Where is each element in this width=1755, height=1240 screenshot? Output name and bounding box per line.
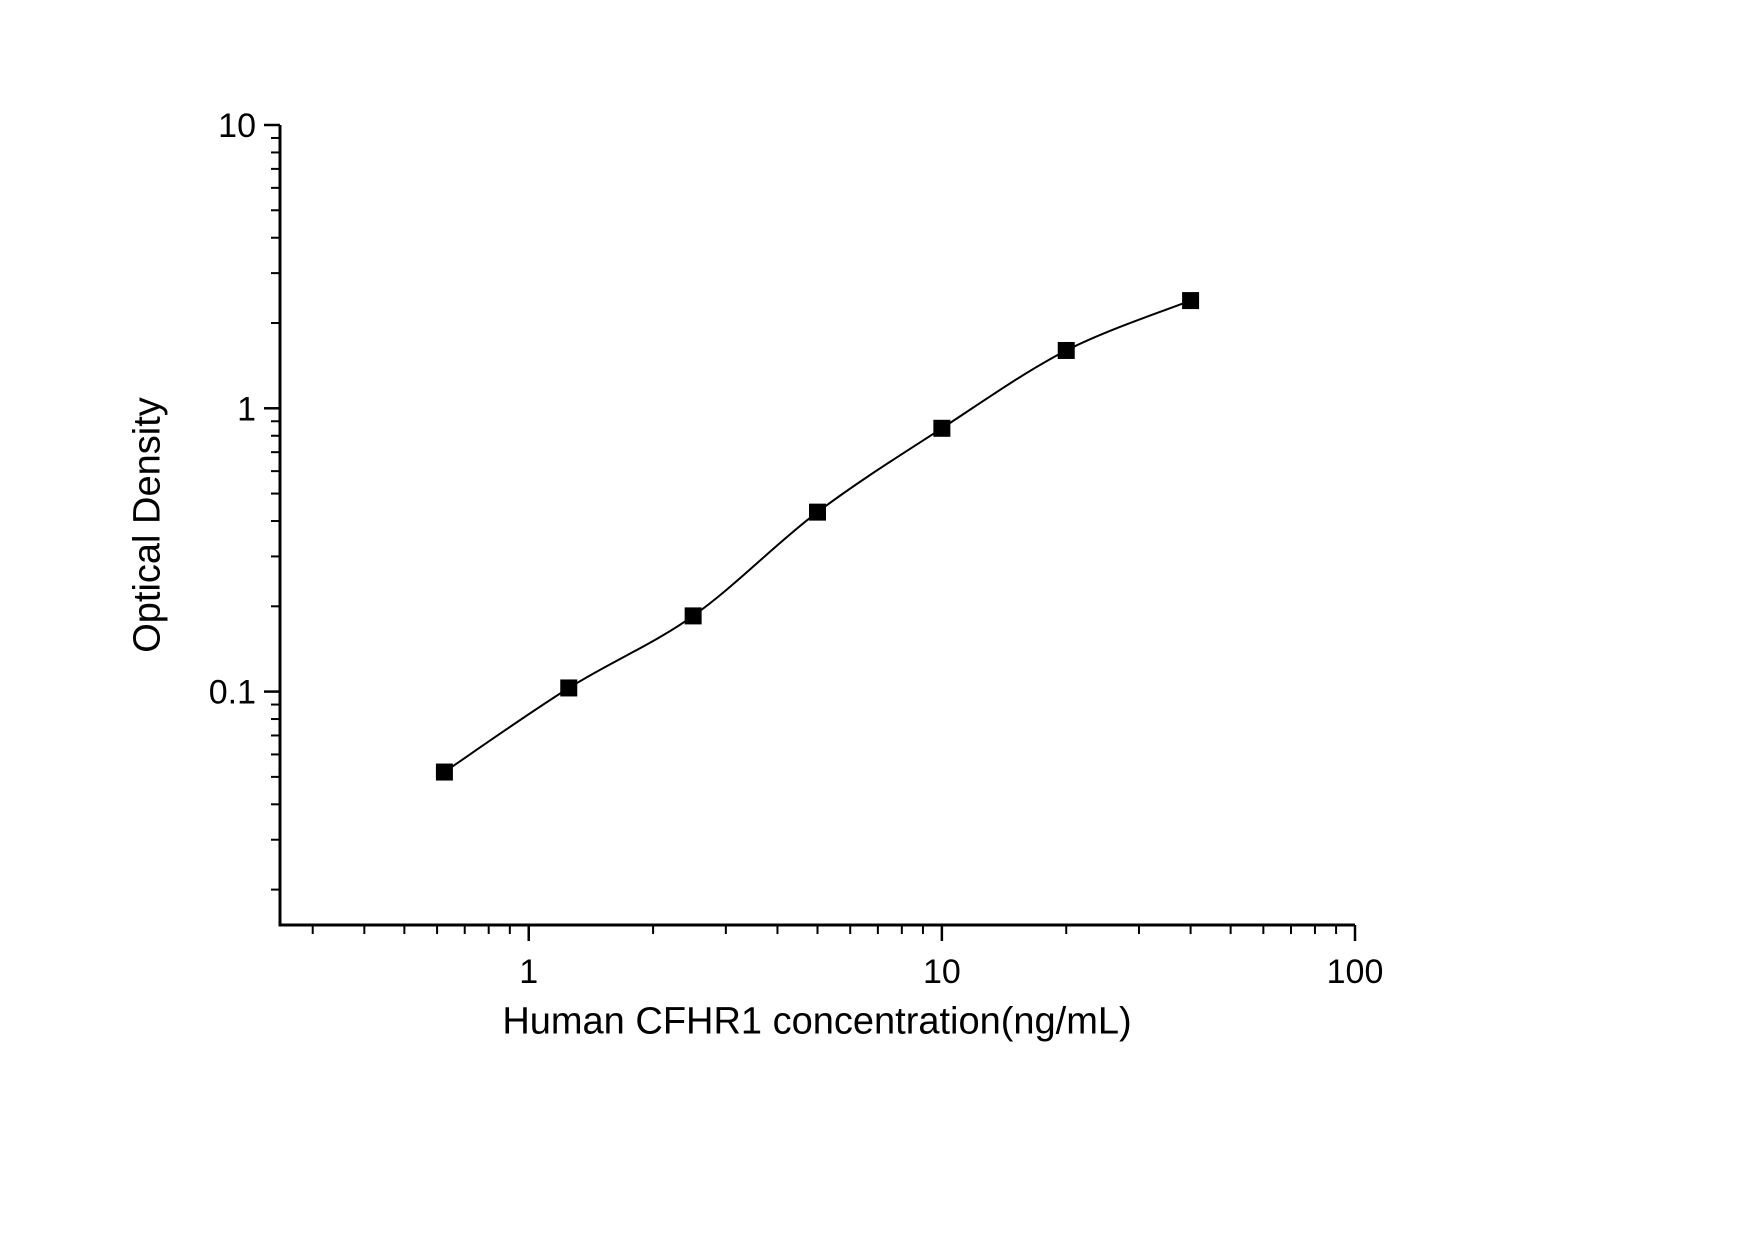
data-point-marker (1182, 292, 1200, 310)
x-tick-label: 100 (1327, 953, 1384, 991)
data-point-marker (684, 607, 702, 625)
x-axis-label: Human CFHR1 concentration(ng/mL) (502, 1000, 1132, 1043)
standard-curve-line (443, 299, 1191, 773)
data-point-marker (809, 503, 826, 521)
data-point-marker (560, 679, 578, 697)
x-tick-label: 10 (923, 953, 961, 991)
y-tick-label: 10 (218, 107, 256, 145)
data-point-marker (435, 763, 453, 781)
x-tick-label: 1 (519, 953, 538, 991)
y-axis-label: Optical Density (126, 397, 169, 653)
y-tick-label: 0.1 (209, 674, 256, 712)
data-point-marker (933, 419, 951, 437)
data-point-marker (1057, 341, 1075, 359)
y-tick-label: 1 (237, 390, 256, 428)
